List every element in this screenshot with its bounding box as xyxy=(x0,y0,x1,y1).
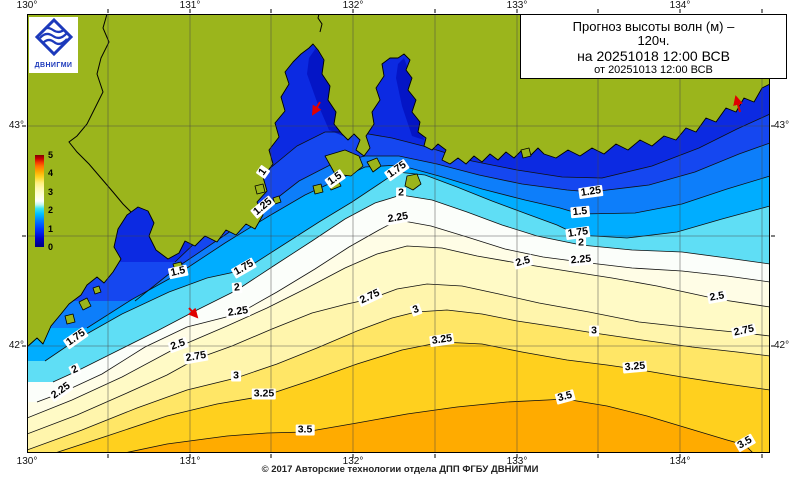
lon-label-bottom: 130° xyxy=(16,456,38,467)
colorbar-tick: 5 xyxy=(48,150,54,160)
frame-ticks xyxy=(22,9,775,458)
copyright-text: © 2017 Авторские технологии отдела ДПП Ф… xyxy=(261,464,539,475)
lon-label-bottom: 132° xyxy=(342,456,364,467)
forecast-title: Прогноз высоты волн (м) – xyxy=(572,19,735,34)
lat-label-right: 42° xyxy=(774,340,790,351)
lat-label-right: 43° xyxy=(774,120,790,131)
lon-label-top: 133° xyxy=(506,0,528,11)
lon-label-bottom: 134° xyxy=(669,456,691,467)
forecast-issue-time: от 20251013 12:00 ВСВ xyxy=(594,64,713,76)
logo-text: ДВНИГМИ xyxy=(34,62,73,69)
forecast-lead-time: 120ч. xyxy=(637,33,670,48)
wave-height-bands xyxy=(27,114,770,453)
lon-label-bottom: 131° xyxy=(179,456,201,467)
graticule-grid xyxy=(27,14,770,453)
institute-logo: ДВНИГМИ xyxy=(29,17,78,73)
colorbar-tick: 4 xyxy=(48,168,54,179)
colorbar-tick: 0 xyxy=(48,242,54,252)
lon-label-top: 130° xyxy=(16,0,38,11)
land-coastline xyxy=(27,14,770,348)
colorbar-tick: 1 xyxy=(48,223,54,234)
lon-label-top: 132° xyxy=(342,0,364,11)
rivers xyxy=(68,14,323,213)
forecast-title-box: Прогноз высоты волн (м) – 120ч. на 20251… xyxy=(520,14,787,79)
forecast-valid-time: на 20251018 12:00 ВСВ xyxy=(577,48,730,64)
colorbar-tick: 3 xyxy=(48,186,54,197)
marker-arrows xyxy=(187,95,743,319)
lon-label-top: 134° xyxy=(669,0,691,11)
lon-label-bottom: 133° xyxy=(506,456,528,467)
lat-label-left: 43° xyxy=(8,120,24,131)
colorbar-tick: 2 xyxy=(48,205,54,216)
wave-height-colorbar xyxy=(35,155,44,247)
lat-label-left: 42° xyxy=(8,340,24,351)
bay-shading xyxy=(307,48,424,140)
logo-wave-diamond-icon xyxy=(34,17,73,57)
map-canvas xyxy=(22,9,775,458)
lon-label-top: 131° xyxy=(179,0,201,11)
